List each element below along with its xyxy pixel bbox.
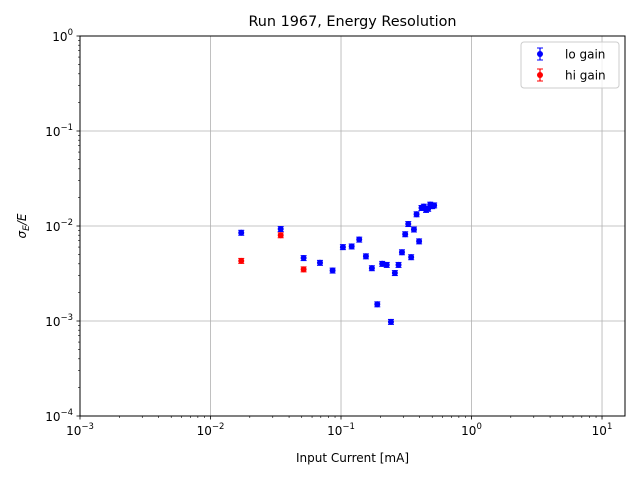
y-tick-label: 10−4	[45, 408, 73, 424]
data-point	[387, 318, 394, 325]
x-tick-label-exponent: 0	[476, 422, 481, 432]
data-point	[383, 261, 390, 268]
x-tick-label-exponent: −3	[81, 422, 94, 432]
x-tick-label-exponent: 1	[607, 422, 612, 432]
legend-entry: hi gain	[537, 68, 606, 83]
data-point	[316, 259, 323, 266]
y-tick-label: 10−1	[45, 123, 73, 139]
legend-marker	[537, 51, 543, 57]
legend-entries: lo gain hi gain	[537, 47, 606, 83]
data-point	[379, 260, 386, 267]
legend: lo gain hi gain	[520, 41, 620, 89]
y-tick-label-exponent: 0	[68, 28, 73, 38]
data-point	[408, 254, 415, 261]
x-tick-label: 10−2	[197, 422, 225, 438]
data-point	[398, 249, 405, 256]
x-tick-label-base: 10	[66, 424, 81, 438]
y-tick-label-base: 10	[45, 220, 60, 234]
data-point	[416, 238, 423, 245]
chart-title: Run 1967, Energy Resolution	[248, 14, 456, 30]
data-point	[374, 301, 381, 308]
data-point	[431, 202, 438, 209]
data-point	[277, 225, 284, 232]
data-point	[395, 261, 402, 268]
data-series	[238, 201, 438, 325]
plot-frame	[79, 35, 626, 417]
data-point	[413, 211, 420, 218]
data-point	[348, 243, 355, 250]
y-tick-label-exponent: −4	[60, 408, 73, 418]
x-tick-label: 10−3	[66, 422, 94, 438]
legend-label: hi gain	[565, 69, 606, 83]
legend-marker	[537, 72, 543, 78]
x-tick-label: 10−1	[327, 422, 355, 438]
y-tick-label-base: 10	[45, 410, 60, 424]
data-point	[300, 255, 307, 262]
series-hi-gain	[238, 232, 307, 273]
data-point	[238, 229, 245, 236]
x-tick-label: 100	[461, 422, 482, 438]
y-tick-label-exponent: −3	[60, 313, 73, 323]
y-tick-label-exponent: −2	[60, 218, 73, 228]
data-point	[402, 231, 409, 238]
y-tick-label: 10−2	[45, 218, 73, 234]
x-tick-label-exponent: −2	[212, 422, 225, 432]
legend-label: lo gain	[565, 48, 605, 62]
series-lo-gain	[238, 201, 438, 325]
x-tick-label-base: 10	[461, 424, 476, 438]
data-point	[356, 236, 363, 243]
x-tick-label-base: 10	[592, 424, 607, 438]
y-axis-label-subscript: E	[22, 225, 32, 231]
data-point	[329, 267, 336, 274]
y-tick-label: 10−3	[45, 313, 73, 329]
x-tick-label-base: 10	[327, 424, 342, 438]
data-point	[368, 265, 375, 272]
y-tick-label-base: 10	[52, 30, 67, 44]
data-point	[410, 226, 417, 233]
y-tick-label: 100	[52, 28, 73, 44]
y-axis-label-tail: /E	[15, 213, 29, 226]
data-point	[277, 232, 284, 239]
data-point	[300, 266, 307, 273]
y-tick-label-base: 10	[45, 125, 60, 139]
x-tick-label: 101	[592, 422, 613, 438]
data-point	[362, 253, 369, 260]
x-tick-label-exponent: −1	[342, 422, 355, 432]
y-axis-label-sigma: σ	[15, 230, 29, 238]
legend-box	[520, 41, 620, 89]
y-axis-label: σE/E	[15, 213, 32, 238]
data-point	[238, 257, 245, 264]
y-tick-label-base: 10	[45, 315, 60, 329]
y-tick-label-exponent: −1	[60, 123, 73, 133]
x-axis-label: Input Current [mA]	[296, 451, 409, 465]
data-point	[405, 220, 412, 227]
x-tick-label-base: 10	[197, 424, 212, 438]
legend-entry: lo gain	[537, 47, 605, 62]
data-point	[339, 244, 346, 251]
data-point	[391, 270, 398, 277]
